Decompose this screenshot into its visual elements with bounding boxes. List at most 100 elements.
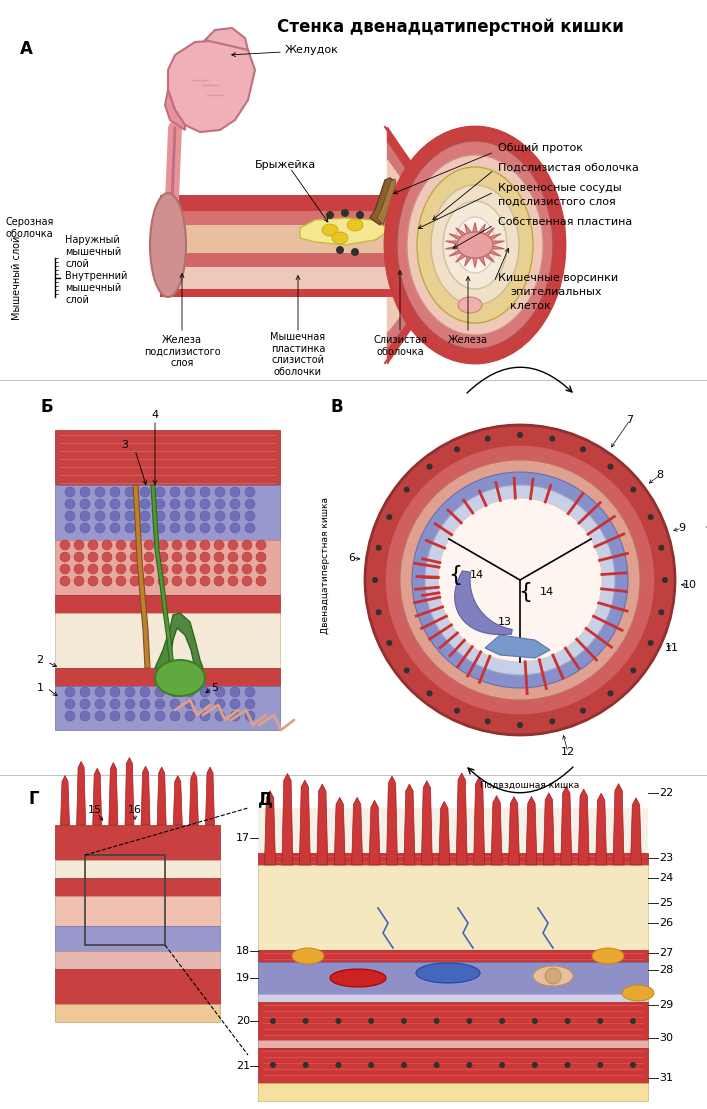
Bar xyxy=(258,808,648,1078)
Circle shape xyxy=(140,487,150,497)
Circle shape xyxy=(140,511,150,521)
Bar xyxy=(55,878,220,896)
Circle shape xyxy=(230,523,240,533)
Bar xyxy=(55,540,280,596)
Circle shape xyxy=(170,686,180,696)
Text: 12: 12 xyxy=(561,747,575,757)
Polygon shape xyxy=(351,797,363,865)
Circle shape xyxy=(630,1062,636,1068)
Circle shape xyxy=(155,523,165,533)
Circle shape xyxy=(215,511,225,521)
Bar xyxy=(160,267,435,289)
Circle shape xyxy=(433,1018,440,1024)
Circle shape xyxy=(230,711,240,721)
Ellipse shape xyxy=(417,167,533,323)
Circle shape xyxy=(228,576,238,586)
Circle shape xyxy=(597,1062,603,1068)
Polygon shape xyxy=(334,797,345,865)
Circle shape xyxy=(95,686,105,696)
Circle shape xyxy=(404,487,409,492)
Circle shape xyxy=(102,564,112,574)
Circle shape xyxy=(200,499,210,509)
Circle shape xyxy=(214,552,224,562)
Circle shape xyxy=(215,499,225,509)
Ellipse shape xyxy=(533,966,573,986)
Circle shape xyxy=(336,246,344,254)
Circle shape xyxy=(245,487,255,497)
Circle shape xyxy=(375,545,382,551)
Circle shape xyxy=(65,487,75,497)
Bar xyxy=(258,1040,648,1048)
Bar xyxy=(160,289,435,297)
Circle shape xyxy=(214,540,224,550)
Circle shape xyxy=(386,640,392,645)
Circle shape xyxy=(158,552,168,562)
Circle shape xyxy=(341,208,349,217)
Circle shape xyxy=(186,552,196,562)
Bar xyxy=(55,485,280,540)
Circle shape xyxy=(245,511,255,521)
Text: 7: 7 xyxy=(626,415,633,425)
Text: Б: Б xyxy=(40,398,52,416)
Circle shape xyxy=(95,511,105,521)
Ellipse shape xyxy=(416,963,480,983)
Text: Железа
подслизистого
слоя: Железа подслизистого слоя xyxy=(144,335,221,368)
Text: {: { xyxy=(518,582,532,602)
Ellipse shape xyxy=(412,472,628,688)
Circle shape xyxy=(386,515,392,520)
Text: 1: 1 xyxy=(37,683,44,693)
Circle shape xyxy=(80,511,90,521)
Text: Внутренний
мышечный
слой: Внутренний мышечный слой xyxy=(65,272,127,305)
Circle shape xyxy=(499,1018,505,1024)
Bar xyxy=(160,195,435,211)
Circle shape xyxy=(200,686,210,696)
Circle shape xyxy=(200,511,210,521)
Bar xyxy=(55,668,280,686)
Circle shape xyxy=(88,540,98,550)
Circle shape xyxy=(80,499,90,509)
Circle shape xyxy=(102,552,112,562)
Circle shape xyxy=(155,686,165,696)
Text: клеток: клеток xyxy=(510,301,551,311)
Circle shape xyxy=(95,699,105,709)
Circle shape xyxy=(185,711,195,721)
Polygon shape xyxy=(264,791,276,865)
Ellipse shape xyxy=(425,485,615,675)
Polygon shape xyxy=(155,613,203,668)
Circle shape xyxy=(242,564,252,574)
Circle shape xyxy=(125,523,135,533)
Text: 21: 21 xyxy=(236,1061,250,1071)
Text: 8: 8 xyxy=(656,470,664,480)
Circle shape xyxy=(144,552,154,562)
Circle shape xyxy=(549,719,555,724)
Circle shape xyxy=(110,699,120,709)
Ellipse shape xyxy=(592,948,624,964)
Circle shape xyxy=(517,722,523,728)
Circle shape xyxy=(110,499,120,509)
Text: 6: 6 xyxy=(349,553,356,563)
Circle shape xyxy=(245,686,255,696)
Text: В: В xyxy=(330,398,343,416)
Circle shape xyxy=(130,564,140,574)
Text: 5: 5 xyxy=(211,683,218,693)
Circle shape xyxy=(60,552,70,562)
Circle shape xyxy=(80,686,90,696)
Circle shape xyxy=(230,499,240,509)
Bar xyxy=(258,994,648,1003)
Ellipse shape xyxy=(385,128,565,363)
Circle shape xyxy=(454,708,460,713)
Circle shape xyxy=(242,552,252,562)
Circle shape xyxy=(130,540,140,550)
Polygon shape xyxy=(206,767,214,825)
Circle shape xyxy=(631,668,636,673)
Polygon shape xyxy=(93,769,102,825)
Circle shape xyxy=(95,523,105,533)
Circle shape xyxy=(545,968,561,984)
Polygon shape xyxy=(109,763,118,825)
Circle shape xyxy=(200,487,210,497)
Circle shape xyxy=(74,540,84,550)
Text: Собственная пластина: Собственная пластина xyxy=(498,217,632,227)
Text: 31: 31 xyxy=(659,1074,673,1083)
Ellipse shape xyxy=(407,155,543,335)
Circle shape xyxy=(658,609,665,615)
